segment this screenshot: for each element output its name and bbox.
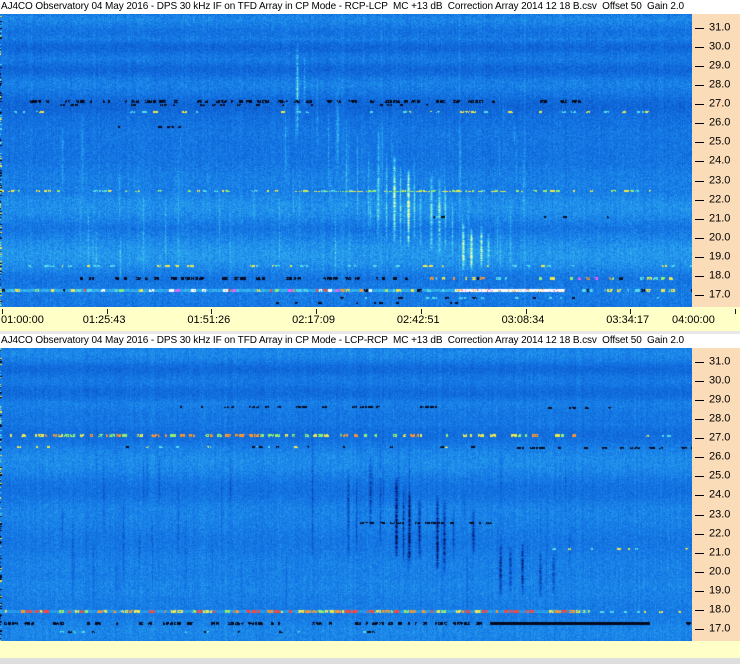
freq-tick-mark xyxy=(695,590,704,592)
time-tick-mark xyxy=(420,309,422,314)
time-tick-label: 01:00:00 xyxy=(1,314,44,326)
time-tick-mark xyxy=(2,309,3,314)
separator xyxy=(0,331,740,334)
time-tick-mark xyxy=(211,309,213,314)
freq-tick-mark xyxy=(695,237,704,239)
bottom-separator xyxy=(0,658,740,664)
freq-tick-label: 29.0 xyxy=(709,59,731,72)
freq-tick-label: 30.0 xyxy=(709,40,731,53)
freq-tick-label: 24.0 xyxy=(709,488,731,501)
freq-tick-label: 27.0 xyxy=(709,97,731,110)
freq-tick-mark xyxy=(695,514,704,516)
time-tick-label: 04:00:00 xyxy=(672,314,715,326)
spectrogram-heatmap-rcp-lcp xyxy=(0,14,692,307)
time-tick-mark xyxy=(316,309,318,314)
freq-tick-mark xyxy=(695,85,704,87)
freq-tick-mark xyxy=(695,180,704,182)
time-tick-mark xyxy=(106,309,108,314)
freq-tick-mark xyxy=(695,294,704,296)
freq-tick-mark xyxy=(695,161,704,163)
panel2-plot-area: 31.0 30.0 29.0 28.0 27.0 26.0 25.0 24.0 23.0 22.0… xyxy=(0,348,740,641)
freq-tick-label: 20.0 xyxy=(709,565,731,578)
freq-tick-mark xyxy=(695,457,704,459)
freq-tick-label: 21.0 xyxy=(709,546,731,559)
time-tick-label: 03:34:17 xyxy=(606,314,650,326)
freq-tick-mark xyxy=(695,256,704,258)
freq-tick-mark xyxy=(695,28,704,29)
time-tick-label: 01:51:26 xyxy=(187,314,231,326)
freq-tick-label: 24.0 xyxy=(709,154,731,167)
freq-tick-mark xyxy=(695,628,704,630)
time-tick-mark xyxy=(630,309,632,314)
time-tick-label: 01:25:43 xyxy=(82,314,126,326)
freq-tick-mark xyxy=(695,123,704,125)
freq-tick-label: 30.0 xyxy=(709,374,731,387)
freq-tick-label: 23.0 xyxy=(709,174,731,187)
freq-tick-mark xyxy=(695,66,704,68)
freq-tick-label: 31.0 xyxy=(709,355,731,368)
freq-tick-label: 19.0 xyxy=(709,584,731,597)
freq-tick-mark xyxy=(695,275,704,277)
time-axis: 01:00:00 01:25:43 01:51:26 02:17:09 02:42:51… xyxy=(0,307,740,331)
freq-tick-label: 28.0 xyxy=(709,78,731,91)
freq-tick-label: 26.0 xyxy=(709,450,731,463)
panel1-title: AJ4CO Observatory 04 May 2016 - DPS 30 k… xyxy=(0,0,740,14)
freq-tick-mark xyxy=(695,438,704,440)
freq-tick-label: 19.0 xyxy=(709,250,731,263)
freq-tick-mark xyxy=(695,419,704,421)
freq-tick-label: 21.0 xyxy=(709,212,731,225)
freq-tick-label: 18.0 xyxy=(709,269,731,282)
freq-tick-label: 20.0 xyxy=(709,231,731,244)
freq-tick-label: 25.0 xyxy=(709,469,731,482)
freq-tick-mark xyxy=(695,218,704,220)
freq-tick-mark xyxy=(695,495,704,497)
freq-tick-mark xyxy=(695,609,704,611)
freq-tick-label: 27.0 xyxy=(709,431,731,444)
time-tick-label: 02:42:51 xyxy=(396,314,440,326)
freq-tick-mark xyxy=(695,552,704,554)
freq-tick-label: 18.0 xyxy=(709,603,731,616)
freq-tick-mark xyxy=(695,381,704,383)
freq-tick-label: 17.0 xyxy=(709,288,731,301)
panel1-plot-area: 31.0 30.0 29.0 28.0 27.0 26.0 25.0 24.0 23.0 22.0… xyxy=(0,14,740,307)
panel2-title: AJ4CO Observatory 04 May 2016 - DPS 30 k… xyxy=(0,334,740,348)
freq-tick-mark xyxy=(695,199,704,201)
freq-tick-label: 28.0 xyxy=(709,412,731,425)
freq-tick-mark xyxy=(695,571,704,573)
spectrogram-heatmap-lcp-rcp xyxy=(0,348,692,641)
time-tick-mark xyxy=(525,309,527,314)
freq-tick-mark xyxy=(695,400,704,402)
freq-tick-mark xyxy=(695,533,704,535)
freq-tick-label: 29.0 xyxy=(709,393,731,406)
freq-tick-label: 31.0 xyxy=(709,21,731,34)
freq-tick-mark xyxy=(695,47,704,49)
freq-tick-label: 26.0 xyxy=(709,116,731,129)
freq-tick-label: 25.0 xyxy=(709,135,731,148)
freq-tick-label: 17.0 xyxy=(709,622,731,635)
time-tick-label: 02:17:09 xyxy=(292,314,335,326)
bottom-time-strip xyxy=(0,641,740,658)
freq-tick-label: 22.0 xyxy=(709,527,731,540)
time-tick-label: 03:08:34 xyxy=(501,314,545,326)
freq-tick-label: 22.0 xyxy=(709,193,731,206)
freq-tick-label: 23.0 xyxy=(709,508,731,521)
frequency-axis-panel1: 31.0 30.0 29.0 28.0 27.0 26.0 25.0 24.0 23.0 22.0… xyxy=(692,14,740,307)
freq-tick-mark xyxy=(695,362,704,363)
freq-tick-mark xyxy=(695,476,704,478)
time-tick-mark xyxy=(735,309,736,314)
freq-tick-mark xyxy=(695,142,704,144)
freq-tick-mark xyxy=(695,104,704,106)
frequency-axis-panel2: 31.0 30.0 29.0 28.0 27.0 26.0 25.0 24.0 23.0 22.0… xyxy=(692,348,740,641)
